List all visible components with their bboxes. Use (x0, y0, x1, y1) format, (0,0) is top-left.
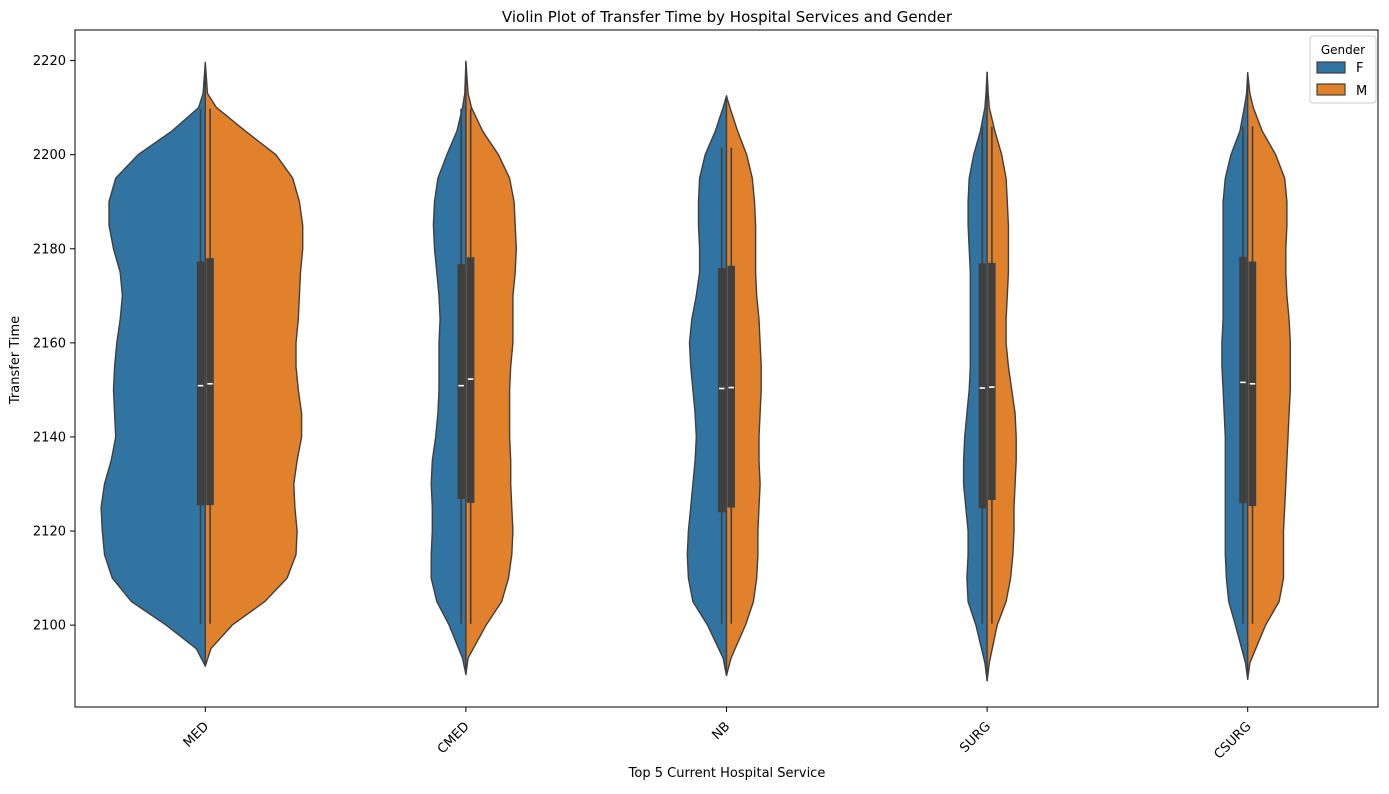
x-tick-label: SURG (957, 719, 994, 756)
x-tick-label: NB (710, 719, 734, 743)
iqr-box-surg-f (978, 263, 987, 509)
iqr-box-nb-m (727, 265, 735, 508)
violin-surg-f (962, 71, 988, 682)
legend-swatch-m (1316, 83, 1346, 96)
violin-csurg-f (1221, 72, 1249, 680)
iqr-box-med-m (206, 258, 214, 506)
y-tick-label: 2220 (33, 54, 66, 69)
x-tick-label: CSURG (1211, 719, 1254, 762)
y-tick-label: 2100 (33, 619, 66, 634)
y-tick-label: 2200 (33, 148, 66, 163)
x-axis-label: Top 5 Current Hospital Service (628, 766, 826, 781)
legend: Gender F M (1309, 35, 1377, 104)
legend-swatch-f (1316, 61, 1346, 74)
violin-surg-m (986, 71, 1017, 682)
y-tick-label: 2160 (33, 336, 66, 351)
iqr-box-csurg-f (1239, 256, 1247, 504)
y-axis-label: Transfer Time (8, 316, 23, 405)
violin-nb-f (686, 95, 728, 677)
legend-title: Gender (1321, 43, 1365, 57)
y-tick-label: 2180 (33, 242, 66, 257)
x-tick-label: MED (181, 719, 212, 750)
y-tick-label: 2120 (33, 525, 66, 540)
chart-title: Violin Plot of Transfer Time by Hospital… (502, 8, 953, 26)
plot-area (100, 60, 1291, 682)
x-tick-label: CMED (435, 719, 473, 757)
legend-label-m: M (1356, 84, 1367, 99)
iqr-box-cmed-f (457, 264, 465, 500)
violin-nb-m (725, 95, 762, 677)
iqr-box-nb-f (718, 268, 726, 513)
violin-cmed-m (465, 60, 517, 676)
violin-csurg-m (1247, 72, 1291, 680)
violin-med-f (100, 61, 206, 667)
violin-cmed-f (430, 60, 467, 676)
iqr-box-surg-m (988, 262, 996, 500)
iqr-box-med-f (196, 261, 205, 506)
legend-label-f: F (1356, 61, 1363, 76)
iqr-box-cmed-m (466, 257, 475, 503)
y-tick-label: 2140 (33, 430, 66, 445)
violin-med-m (204, 61, 304, 667)
